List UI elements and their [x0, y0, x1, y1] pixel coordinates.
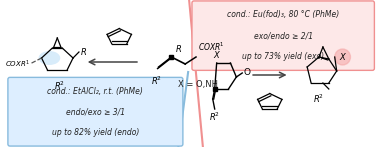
Ellipse shape — [39, 51, 60, 65]
Circle shape — [335, 49, 350, 65]
Text: X = O,NH: X = O,NH — [178, 80, 218, 88]
Text: R$^2$: R$^2$ — [313, 93, 324, 105]
Text: up to 82% yield (endo): up to 82% yield (endo) — [52, 128, 139, 137]
Text: R$^2$: R$^2$ — [209, 111, 220, 123]
Text: cond.: EtAlCl₂, r.t. (PhMe): cond.: EtAlCl₂, r.t. (PhMe) — [48, 87, 143, 96]
Text: COXR$^1$: COXR$^1$ — [5, 58, 30, 70]
Text: exo/endo ≥ 2/1: exo/endo ≥ 2/1 — [254, 31, 313, 40]
Text: O: O — [243, 67, 250, 76]
Text: X: X — [214, 51, 220, 60]
Text: up to 73% yield (exo): up to 73% yield (exo) — [242, 52, 324, 61]
Text: R: R — [81, 47, 87, 56]
Text: COXR$^1$: COXR$^1$ — [198, 41, 225, 53]
Text: R$^2$: R$^2$ — [151, 75, 162, 87]
Text: R$^2$: R$^2$ — [54, 80, 65, 92]
Text: cond.: Eu(fod)₃, 80 °C (PhMe): cond.: Eu(fod)₃, 80 °C (PhMe) — [227, 10, 339, 19]
Text: endo/exo ≥ 3/1: endo/exo ≥ 3/1 — [66, 107, 125, 116]
FancyBboxPatch shape — [192, 1, 374, 70]
Text: R: R — [175, 45, 181, 54]
Text: X: X — [340, 52, 345, 61]
FancyBboxPatch shape — [8, 77, 183, 146]
